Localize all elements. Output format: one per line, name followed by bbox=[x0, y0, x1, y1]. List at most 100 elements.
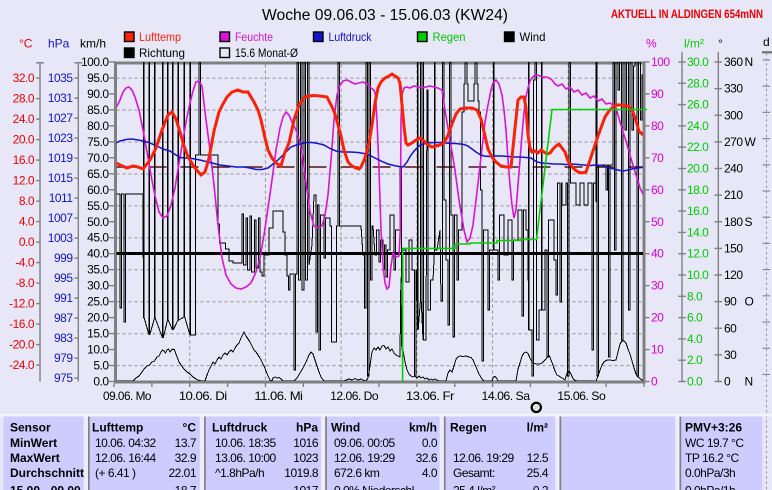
svg-text:80: 80 bbox=[651, 119, 664, 133]
svg-text:20: 20 bbox=[651, 311, 664, 325]
svg-text:60.0: 60.0 bbox=[87, 183, 109, 197]
svg-text:1017: 1017 bbox=[293, 484, 319, 490]
svg-text:1023: 1023 bbox=[48, 131, 74, 145]
svg-text:100.0: 100.0 bbox=[81, 55, 109, 69]
svg-text:30.0: 30.0 bbox=[87, 279, 109, 293]
svg-text:15.00 - 09.00: 15.00 - 09.00 bbox=[10, 484, 81, 490]
svg-text:10.06. 18:35: 10.06. 18:35 bbox=[215, 436, 277, 450]
svg-text:22.0: 22.0 bbox=[687, 140, 709, 154]
svg-text:-8.0: -8.0 bbox=[15, 276, 35, 290]
svg-text:672.6 km: 672.6 km bbox=[334, 466, 380, 480]
svg-text:30: 30 bbox=[724, 348, 737, 362]
svg-text:N: N bbox=[745, 375, 753, 389]
svg-text:11.06. Mi: 11.06. Mi bbox=[254, 389, 302, 403]
svg-text:50.0: 50.0 bbox=[87, 215, 109, 229]
svg-text:150: 150 bbox=[724, 241, 743, 255]
svg-text:Lufttemp: Lufttemp bbox=[92, 421, 143, 435]
svg-text:20.0: 20.0 bbox=[687, 162, 709, 176]
svg-text:5.0: 5.0 bbox=[93, 359, 109, 373]
svg-text:Lufttemp: Lufttemp bbox=[139, 30, 181, 44]
svg-text:%: % bbox=[646, 37, 657, 51]
svg-text:d: d bbox=[763, 35, 770, 49]
svg-text:Feuchte: Feuchte bbox=[235, 30, 273, 44]
svg-text:6.0: 6.0 bbox=[687, 311, 703, 325]
svg-text:-4.0: -4.0 bbox=[15, 256, 35, 270]
svg-text:km/h: km/h bbox=[80, 37, 106, 51]
svg-text:0: 0 bbox=[651, 375, 658, 389]
svg-text:0.0% Niederschl.: 0.0% Niederschl. bbox=[334, 484, 417, 490]
svg-text:1019.8: 1019.8 bbox=[284, 466, 319, 480]
svg-text:12.06. 19:29: 12.06. 19:29 bbox=[334, 451, 396, 465]
svg-text:-16.0: -16.0 bbox=[9, 317, 35, 331]
svg-text:32.0: 32.0 bbox=[13, 71, 35, 85]
svg-text:Luftdruck: Luftdruck bbox=[329, 30, 373, 44]
svg-text:15.06. So: 15.06. So bbox=[557, 389, 606, 403]
svg-text:09.06. 00:05: 09.06. 00:05 bbox=[334, 436, 396, 450]
svg-text:-24.0: -24.0 bbox=[9, 358, 35, 372]
svg-text:100: 100 bbox=[651, 55, 670, 69]
svg-text:13.06. 10:00: 13.06. 10:00 bbox=[215, 451, 277, 465]
svg-text:330: 330 bbox=[724, 82, 743, 96]
svg-text:20.0: 20.0 bbox=[87, 311, 109, 325]
svg-text:AKTUELL IN ALDINGEN 654mNN: AKTUELL IN ALDINGEN 654mNN bbox=[611, 7, 763, 21]
svg-text:0.0hPa/3h: 0.0hPa/3h bbox=[685, 466, 735, 480]
svg-text:75.0: 75.0 bbox=[87, 135, 109, 149]
svg-text:95.0: 95.0 bbox=[87, 71, 109, 85]
svg-text:26.0: 26.0 bbox=[687, 98, 709, 112]
svg-text:Durchschnitt: Durchschnitt bbox=[10, 466, 84, 480]
svg-text:hPa: hPa bbox=[296, 421, 318, 435]
svg-text:1023: 1023 bbox=[293, 451, 319, 465]
svg-text:Wind: Wind bbox=[331, 421, 360, 435]
svg-text:30: 30 bbox=[651, 279, 664, 293]
svg-text:Richtung: Richtung bbox=[139, 46, 185, 60]
svg-text:S: S bbox=[745, 215, 753, 229]
svg-text:PMV+3:26: PMV+3:26 bbox=[685, 421, 742, 435]
svg-text:1015: 1015 bbox=[48, 171, 74, 185]
svg-text:995: 995 bbox=[54, 271, 73, 285]
svg-text:13.06. Fr: 13.06. Fr bbox=[406, 389, 455, 403]
svg-text:16.0: 16.0 bbox=[13, 153, 35, 167]
svg-text:28.0: 28.0 bbox=[13, 92, 35, 106]
svg-text:°C: °C bbox=[19, 37, 33, 51]
svg-text:12.0: 12.0 bbox=[13, 174, 35, 188]
svg-text:991: 991 bbox=[54, 291, 73, 305]
svg-text:-20.0: -20.0 bbox=[9, 338, 35, 352]
svg-text:0.0: 0.0 bbox=[422, 436, 438, 450]
svg-text:18.7: 18.7 bbox=[175, 484, 197, 490]
svg-text:65.0: 65.0 bbox=[87, 167, 109, 181]
svg-text:18.0: 18.0 bbox=[687, 183, 709, 197]
svg-text:16.0: 16.0 bbox=[687, 204, 709, 218]
svg-text:270: 270 bbox=[724, 135, 743, 149]
svg-text:32.6: 32.6 bbox=[416, 451, 438, 465]
svg-text:35.0: 35.0 bbox=[87, 263, 109, 277]
svg-text:Luftdruck: Luftdruck bbox=[212, 421, 268, 435]
svg-text:10.06. 04:32: 10.06. 04:32 bbox=[95, 436, 157, 450]
svg-text:Wind: Wind bbox=[520, 30, 546, 44]
svg-text:1007: 1007 bbox=[48, 211, 74, 225]
svg-text:45.0: 45.0 bbox=[87, 231, 109, 245]
svg-text:32.9: 32.9 bbox=[175, 451, 197, 465]
svg-text:14.0: 14.0 bbox=[687, 225, 709, 239]
svg-text:30.0: 30.0 bbox=[687, 55, 709, 69]
svg-text:8.0: 8.0 bbox=[687, 289, 703, 303]
svg-text:O: O bbox=[745, 295, 754, 309]
svg-text:15.0: 15.0 bbox=[87, 327, 109, 341]
svg-text:0: 0 bbox=[724, 375, 731, 389]
svg-text:60: 60 bbox=[724, 321, 737, 335]
svg-text:Regen: Regen bbox=[450, 421, 487, 435]
svg-text:1031: 1031 bbox=[48, 91, 74, 105]
svg-text:Sensor: Sensor bbox=[10, 421, 51, 435]
svg-text:210: 210 bbox=[724, 188, 743, 202]
svg-text:1011: 1011 bbox=[49, 191, 74, 205]
svg-text:25.0: 25.0 bbox=[87, 295, 109, 309]
svg-text:55.0: 55.0 bbox=[87, 199, 109, 213]
svg-text:20.0: 20.0 bbox=[13, 133, 35, 147]
svg-text:l/m²: l/m² bbox=[527, 421, 548, 435]
svg-text:0.2: 0.2 bbox=[533, 484, 549, 490]
svg-text:12.06. 19:29: 12.06. 19:29 bbox=[453, 451, 515, 465]
svg-text:4.0: 4.0 bbox=[19, 215, 35, 229]
svg-text:975: 975 bbox=[54, 371, 73, 385]
svg-text:10.0: 10.0 bbox=[687, 268, 709, 282]
svg-text:180: 180 bbox=[724, 215, 743, 229]
svg-text:Regen: Regen bbox=[433, 30, 466, 44]
